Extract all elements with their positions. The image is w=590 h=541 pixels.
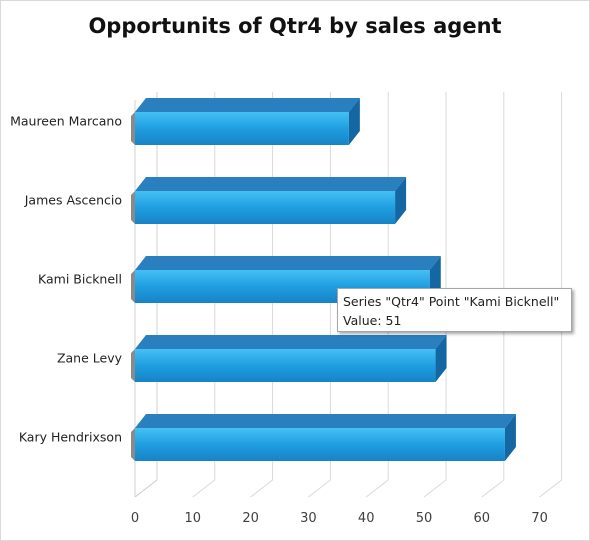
y-category-label: Maureen Marcano	[10, 114, 122, 129]
x-tick-label: 40	[358, 511, 375, 526]
bar-wall-shadow	[131, 428, 135, 461]
x-tick-label: 50	[416, 511, 433, 526]
bar[interactable]	[131, 256, 441, 303]
bar[interactable]	[131, 335, 447, 382]
bar-top-face	[135, 414, 516, 428]
bar-side-face	[435, 335, 447, 382]
x-tick-label: 0	[131, 511, 139, 526]
bar-wall-shadow	[131, 270, 135, 303]
bar[interactable]	[131, 98, 360, 145]
gridline-floor	[481, 479, 505, 498]
bar-top-face	[135, 335, 447, 349]
bars	[131, 98, 516, 461]
bar-front-face	[135, 349, 436, 382]
bar-front-face	[135, 428, 505, 461]
bar-front-face	[135, 112, 349, 145]
x-tick-label: 10	[185, 511, 202, 526]
floor-edge	[134, 479, 158, 498]
bar-top-face	[135, 177, 407, 191]
tooltip-series-point: Series "Qtr4" Point "Kami Bicknell"	[343, 294, 560, 309]
chart-title: Opportunits of Qtr4 by sales agent	[88, 14, 502, 38]
gridline-floor	[423, 479, 447, 498]
bar-wall-shadow	[131, 112, 135, 145]
bar-top-face	[135, 256, 441, 270]
gridline-floor	[250, 479, 273, 498]
gridline-floor	[539, 479, 562, 498]
y-category-label: Kary Hendrixson	[19, 430, 122, 445]
bar[interactable]	[131, 414, 516, 461]
bar-side-face	[395, 177, 407, 224]
bar-wall-shadow	[131, 191, 135, 224]
bar-wall-shadow	[131, 349, 135, 382]
bar-front-face	[135, 191, 396, 224]
x-tick-labels: 0 10 20 30 40 50 60 70	[131, 511, 548, 526]
y-category-label: James Ascencio	[24, 193, 122, 208]
x-tick-label: 70	[531, 511, 548, 526]
y-category-label: Kami Bicknell	[38, 272, 122, 287]
bar-side-face	[504, 414, 516, 461]
bar[interactable]	[131, 177, 407, 224]
y-category-label: Zane Levy	[57, 351, 123, 366]
y-category-labels: Maureen Marcano James Ascencio Kami Bickne…	[10, 114, 123, 445]
gridline-floor	[365, 479, 389, 498]
gridline-floor	[308, 479, 331, 498]
data-point-tooltip: Series "Qtr4" Point "Kami Bicknell" Valu…	[337, 288, 572, 332]
x-tick-label: 30	[300, 511, 317, 526]
x-tick-label: 20	[242, 511, 259, 526]
tooltip-value: Value: 51	[343, 313, 402, 328]
gridline-floor	[192, 479, 216, 498]
bar-side-face	[348, 98, 360, 145]
x-tick-label: 60	[474, 511, 491, 526]
bar-top-face	[135, 98, 360, 112]
